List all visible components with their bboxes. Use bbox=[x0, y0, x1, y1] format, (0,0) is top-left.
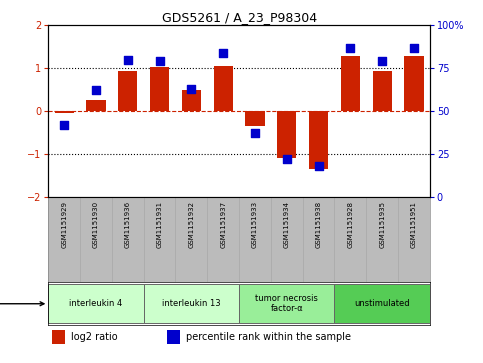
Point bbox=[219, 50, 227, 56]
Bar bbox=[48, 197, 80, 282]
Bar bbox=[341, 56, 360, 111]
Text: agent: agent bbox=[0, 299, 44, 309]
Bar bbox=[182, 90, 201, 111]
Bar bbox=[48, 285, 144, 323]
Bar bbox=[55, 111, 74, 113]
Bar bbox=[144, 285, 239, 323]
Point bbox=[251, 130, 259, 136]
Text: percentile rank within the sample: percentile rank within the sample bbox=[185, 332, 351, 342]
Text: tumor necrosis
factor-α: tumor necrosis factor-α bbox=[256, 294, 318, 313]
Text: interleukin 13: interleukin 13 bbox=[162, 299, 221, 308]
Bar bbox=[118, 71, 137, 111]
Bar bbox=[52, 330, 66, 343]
Text: GSM1151936: GSM1151936 bbox=[125, 201, 131, 248]
Bar bbox=[150, 67, 169, 111]
Bar bbox=[213, 66, 233, 111]
Bar bbox=[277, 111, 297, 158]
Text: GSM1151932: GSM1151932 bbox=[188, 201, 194, 248]
Bar bbox=[303, 197, 335, 282]
Point bbox=[92, 87, 100, 93]
Bar bbox=[112, 197, 144, 282]
Text: GSM1151928: GSM1151928 bbox=[347, 201, 354, 248]
Bar bbox=[239, 197, 271, 282]
Bar bbox=[309, 111, 328, 169]
Text: GSM1151937: GSM1151937 bbox=[220, 201, 226, 248]
Point bbox=[187, 86, 195, 92]
Bar bbox=[80, 197, 112, 282]
Text: GSM1151951: GSM1151951 bbox=[411, 201, 417, 248]
Bar bbox=[175, 197, 207, 282]
Point bbox=[378, 58, 386, 64]
Text: GSM1151938: GSM1151938 bbox=[315, 201, 322, 248]
Point bbox=[315, 163, 323, 169]
Bar bbox=[144, 197, 175, 282]
Title: GDS5261 / A_23_P98304: GDS5261 / A_23_P98304 bbox=[161, 11, 317, 24]
Text: unstimulated: unstimulated bbox=[355, 299, 410, 308]
Bar bbox=[335, 197, 366, 282]
Point bbox=[410, 45, 418, 50]
Bar bbox=[335, 285, 430, 323]
Bar bbox=[239, 285, 334, 323]
Point bbox=[156, 58, 163, 64]
Text: interleukin 4: interleukin 4 bbox=[70, 299, 123, 308]
Text: log2 ratio: log2 ratio bbox=[71, 332, 118, 342]
Bar bbox=[167, 330, 180, 343]
Bar bbox=[271, 197, 303, 282]
Text: GSM1151935: GSM1151935 bbox=[379, 201, 385, 248]
Point bbox=[283, 156, 291, 162]
Text: GSM1151934: GSM1151934 bbox=[284, 201, 290, 248]
Bar bbox=[245, 111, 265, 126]
Point bbox=[60, 122, 68, 128]
Bar bbox=[404, 56, 424, 111]
Point bbox=[124, 57, 132, 62]
Text: GSM1151933: GSM1151933 bbox=[252, 201, 258, 248]
Bar bbox=[373, 71, 392, 111]
Bar bbox=[86, 100, 105, 111]
Text: GSM1151929: GSM1151929 bbox=[61, 201, 67, 248]
Point bbox=[346, 45, 354, 50]
Bar bbox=[207, 197, 239, 282]
Text: GSM1151931: GSM1151931 bbox=[156, 201, 163, 248]
Text: GSM1151930: GSM1151930 bbox=[93, 201, 99, 248]
Bar bbox=[366, 197, 398, 282]
Bar bbox=[398, 197, 430, 282]
